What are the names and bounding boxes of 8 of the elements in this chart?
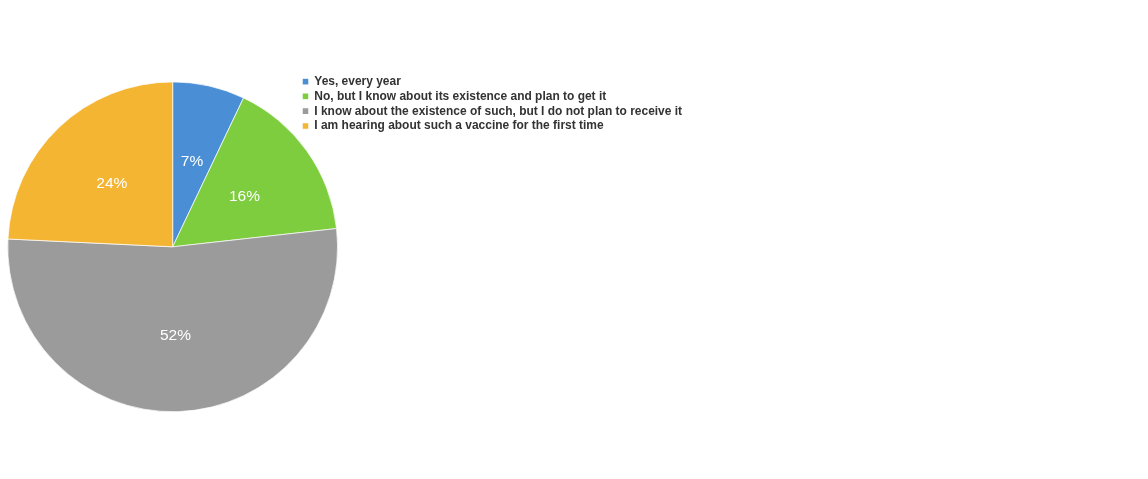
legend-label: I am hearing about such a vaccine for the first time (314, 118, 604, 133)
legend-label: Yes, every year (314, 74, 402, 89)
legend-label: No, but I know about its existence and plan to get it (314, 88, 607, 103)
data-label: 16% (228, 186, 261, 204)
legend-label: I know about the existence of such, but I do not plan to receive it (314, 103, 683, 118)
data-label: 24% (96, 174, 128, 191)
data-label: 7% (180, 151, 204, 169)
data-label: 52% (159, 325, 192, 343)
